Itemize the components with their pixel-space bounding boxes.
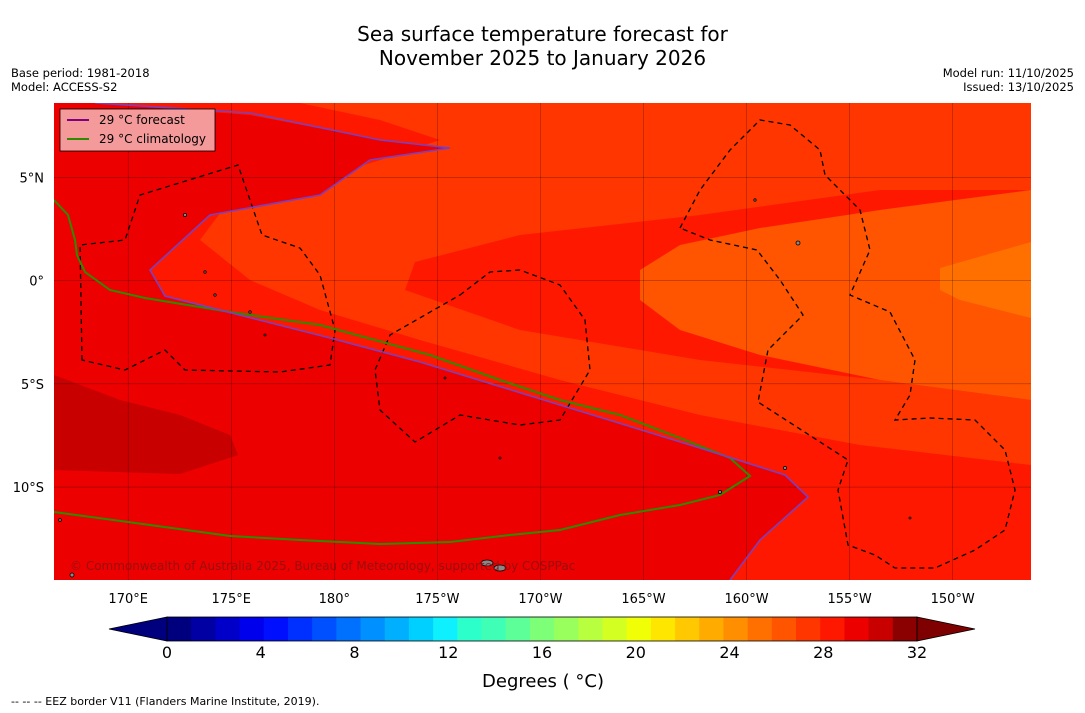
meta-left: Base period: 1981-2018 Model: ACCESS-S2 bbox=[11, 66, 150, 94]
colorbar-tick-label: 16 bbox=[532, 643, 552, 662]
lon-tick-label: 150°W bbox=[931, 592, 975, 607]
colorbar-under-arrow bbox=[108, 616, 168, 642]
meta-right: Model run: 11/10/2025 Issued: 13/10/2025 bbox=[943, 66, 1074, 94]
colorbar-swatch bbox=[457, 617, 483, 641]
sst-band-26-27 bbox=[200, 103, 1031, 465]
lon-tick-label: 155°W bbox=[828, 592, 872, 607]
colorbar-swatch bbox=[747, 617, 773, 641]
lat-tick-label: 5°N bbox=[20, 171, 45, 186]
colorbar-swatch bbox=[771, 617, 797, 641]
colorbar-tick-label: 8 bbox=[349, 643, 359, 662]
latitude-tick-labels: 5°N 0° 5°S 10°S bbox=[13, 171, 44, 496]
colorbar-swatch bbox=[529, 617, 555, 641]
lat-tick-label: 10°S bbox=[13, 481, 44, 496]
colorbar-swatch bbox=[408, 617, 434, 641]
issued-text: Issued: 13/10/2025 bbox=[963, 80, 1074, 94]
colorbar-tick-label: 28 bbox=[813, 643, 833, 662]
colorbar-swatch bbox=[215, 617, 241, 641]
colorbar bbox=[108, 616, 976, 642]
colorbar-over-arrow bbox=[916, 616, 976, 642]
colorbar-swatch bbox=[336, 617, 362, 641]
legend-box bbox=[59, 108, 216, 152]
model-run-text: Model run: 11/10/2025 bbox=[942, 66, 1074, 80]
map-title-line1: Sea surface temperature forecast for bbox=[357, 22, 728, 46]
colorbar-swatch bbox=[868, 617, 894, 641]
legend-label-forecast: 29 °C forecast bbox=[99, 113, 185, 127]
base-period-text: Base period: 1981-2018 bbox=[11, 66, 150, 80]
eez-borders bbox=[79, 119, 1016, 569]
legend-label-climatology: 29 °C climatology bbox=[99, 132, 206, 146]
colorbar-swatch bbox=[167, 617, 192, 641]
colorbar-swatch bbox=[505, 617, 531, 641]
colorbar-tick-label: 32 bbox=[907, 643, 927, 662]
colorbar-swatch bbox=[263, 617, 289, 641]
colorbar-tick-label: 4 bbox=[256, 643, 266, 662]
model-text: Model: ACCESS-S2 bbox=[11, 80, 118, 94]
colorbar-label: Degrees ( °C) bbox=[482, 671, 604, 692]
colorbar-swatch bbox=[602, 617, 628, 641]
eez-border-b bbox=[374, 269, 591, 443]
lon-tick-label: 175°E bbox=[211, 592, 251, 607]
sst-band-28-29 bbox=[54, 103, 808, 580]
colorbar-swatch bbox=[554, 617, 579, 641]
lat-tick-label: 5°S bbox=[21, 378, 44, 393]
colorbar-swatch bbox=[723, 617, 749, 641]
colorbar-swatch bbox=[360, 617, 386, 641]
colorbar-swatch bbox=[699, 617, 724, 641]
lon-tick-label: 180° bbox=[319, 592, 350, 607]
colorbar-swatch bbox=[191, 617, 216, 641]
eez-footnote: -- -- -- EEZ border V11 (Flanders Marine… bbox=[11, 695, 320, 708]
colorbar-tick-label: 12 bbox=[438, 643, 458, 662]
colorbar-tick-label: 0 bbox=[162, 643, 172, 662]
lon-tick-label: 165°W bbox=[621, 592, 665, 607]
lon-tick-label: 170°W bbox=[518, 592, 562, 607]
sst-band-24-25 bbox=[940, 242, 1031, 318]
colorbar-swatch bbox=[312, 617, 337, 641]
sst-band-29-30 bbox=[54, 375, 238, 474]
colorbar-swatch bbox=[820, 617, 845, 641]
colorbar-swatch bbox=[844, 617, 870, 641]
eez-border-a bbox=[79, 164, 336, 373]
colorbar-swatch bbox=[892, 617, 918, 641]
colorbar-swatch bbox=[796, 617, 821, 641]
sst-band-25-26 bbox=[640, 190, 1031, 400]
colorbar-swatch bbox=[481, 617, 507, 641]
colorbar-swatch bbox=[626, 617, 652, 641]
colorbar-tick-labels: 0 4 8 12 16 20 24 28 32 bbox=[162, 643, 927, 662]
colorbar-swatch bbox=[239, 617, 265, 641]
colorbar-swatch bbox=[384, 617, 410, 641]
forecast-29c-contour bbox=[94, 103, 810, 580]
lat-tick-label: 0° bbox=[29, 275, 44, 290]
lon-tick-label: 170°E bbox=[108, 592, 148, 607]
colorbar-swatch bbox=[433, 617, 458, 641]
sst-map: © Commonwealth of Australia 2025, Bureau… bbox=[54, 103, 1031, 580]
colorbar-swatch bbox=[578, 617, 603, 641]
climatology-29c-contour bbox=[54, 199, 752, 546]
lon-tick-label: 160°W bbox=[724, 592, 768, 607]
longitude-tick-labels: 170°E 175°E 180° 175°W 170°W 165°W 160°W 155°W 1… bbox=[108, 592, 974, 607]
colorbar-tick-label: 20 bbox=[626, 643, 646, 662]
colorbar-swatch bbox=[675, 617, 700, 641]
islands bbox=[58, 198, 912, 578]
map-legend: 29 °C forecast 29 °C climatology bbox=[59, 108, 216, 152]
lon-tick-label: 175°W bbox=[415, 592, 459, 607]
map-title-line2: November 2025 to January 2026 bbox=[378, 46, 707, 70]
copyright-text: © Commonwealth of Australia 2025, Bureau… bbox=[70, 559, 575, 573]
graticule bbox=[54, 103, 1031, 580]
colorbar-swatch bbox=[650, 617, 676, 641]
colorbar-frame bbox=[166, 616, 918, 642]
colorbar-swatch bbox=[287, 617, 313, 641]
colorbar-tick-label: 24 bbox=[719, 643, 739, 662]
